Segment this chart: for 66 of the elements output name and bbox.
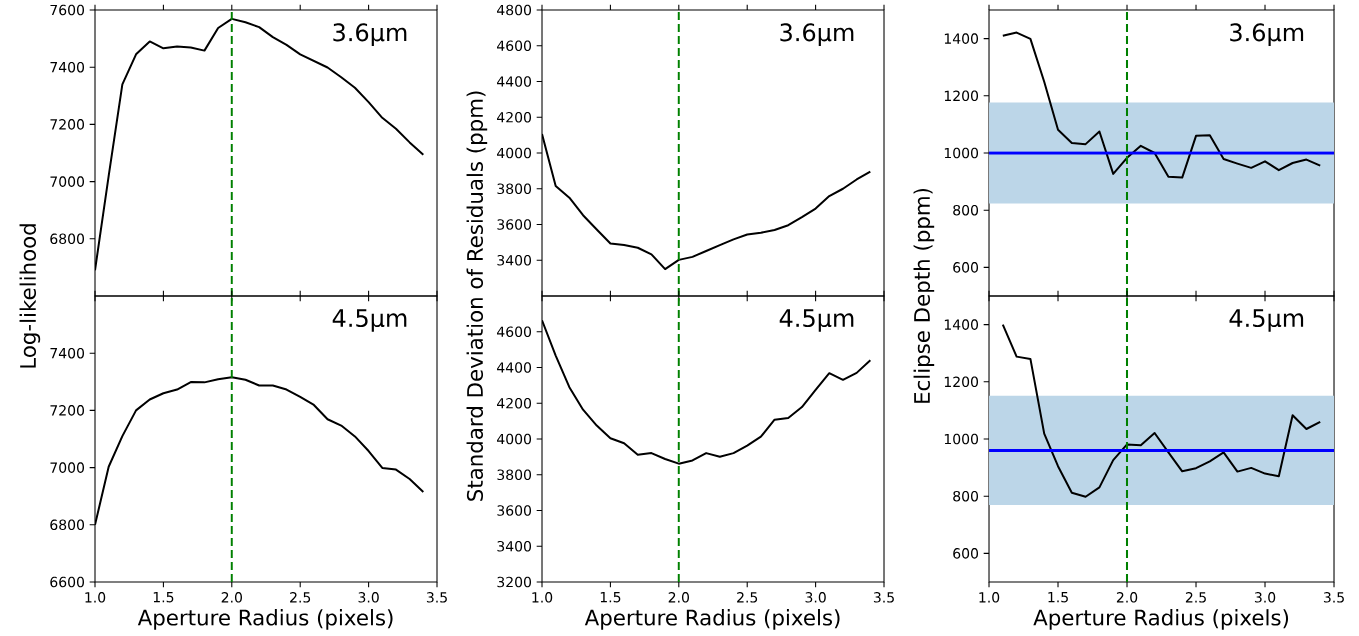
y-tick-label: 3600 [497, 505, 532, 516]
x-tick-label: 1.0 [979, 592, 1000, 603]
annotation: 3.6μm [333, 23, 407, 47]
y-tick-label: 4000 [497, 433, 532, 445]
y-tick-label: 600 [953, 548, 979, 559]
x-tick-label: 1.5 [1048, 592, 1068, 603]
y-tick-label: 7000 [50, 462, 85, 473]
annotation: 4.5μm [779, 309, 854, 332]
y-tick-label: 3800 [497, 183, 532, 195]
x-tick-label: 1.5 [153, 592, 174, 603]
x-tick-label: 2.5 [1185, 592, 1206, 603]
y-tick-label: 1000 [944, 433, 979, 445]
x-axis-title: Aperture Radius (pixels) [584, 609, 840, 630]
x-tick-label: 2.0 [668, 592, 689, 603]
y-tick-label: 7400 [50, 61, 85, 73]
annotation: 4.5μm [332, 309, 407, 332]
y-tick-label: 3200 [497, 576, 532, 588]
x-tick-label: 3.0 [1254, 592, 1276, 603]
y-tick-label: 800 [953, 490, 979, 502]
y-tick-label: 7200 [50, 405, 85, 416]
y-tick-label: 1200 [944, 90, 979, 102]
y-tick-label: 1400 [944, 319, 979, 330]
x-tick-label: 3.5 [1323, 592, 1344, 603]
y-axis-title: Standard Deviation of Residuals (ppm) [466, 91, 488, 501]
x-tick-label: 3.5 [426, 592, 447, 603]
y-tick-label: 600 [953, 262, 979, 273]
y-tick-label: 800 [953, 204, 979, 216]
y-tick-label: 3600 [497, 219, 532, 230]
y-tick-label: 1400 [944, 33, 979, 44]
x-tick-label: 2.5 [290, 592, 311, 603]
y-tick-label: 7600 [50, 4, 85, 16]
x-tick-label: 1.0 [532, 592, 553, 603]
y-tick-label: 4400 [497, 76, 532, 87]
x-tick-label: 3.0 [358, 592, 379, 603]
annotation: 4.5μm [1229, 309, 1304, 332]
y-tick-label: 4800 [497, 4, 532, 16]
x-axis-title: Aperture Radius (pixels) [137, 609, 393, 630]
x-tick-label: 1.0 [85, 592, 106, 603]
y-axis-title: Log-likelihood [19, 224, 41, 368]
y-tick-label: 7400 [50, 347, 85, 359]
y-tick-label: 3400 [497, 254, 532, 266]
x-tick-label: 2.0 [221, 592, 242, 603]
y-tick-label: 4000 [497, 147, 532, 159]
y-tick-label: 4600 [497, 326, 532, 338]
x-tick-label: 2.0 [1116, 592, 1138, 603]
x-tick-label: 3.0 [805, 592, 826, 603]
x-tick-label: 1.5 [600, 592, 621, 603]
y-tick-label: 1200 [944, 376, 979, 388]
y-tick-label: 4200 [497, 111, 532, 123]
annotation: 3.6μm [1230, 23, 1304, 47]
y-tick-label: 4600 [497, 40, 532, 52]
x-tick-label: 2.5 [737, 592, 758, 603]
y-tick-label: 3800 [497, 469, 532, 481]
x-tick-label: 3.5 [873, 592, 894, 603]
y-axis-title: Eclipse Depth (ppm) [913, 188, 935, 403]
y-tick-label: 3400 [497, 540, 532, 552]
y-tick-label: 7000 [50, 176, 85, 187]
y-tick-label: 7200 [50, 119, 85, 130]
y-tick-label: 1000 [944, 147, 979, 159]
y-tick-label: 6600 [50, 576, 85, 588]
annotation: 3.6μm [780, 23, 854, 47]
y-tick-label: 6800 [50, 519, 85, 531]
y-tick-label: 4200 [497, 397, 532, 409]
y-tick-label: 4400 [497, 362, 532, 373]
y-tick-label: 6800 [50, 233, 85, 245]
x-axis-title: Aperture Radius (pixels) [1033, 609, 1289, 630]
